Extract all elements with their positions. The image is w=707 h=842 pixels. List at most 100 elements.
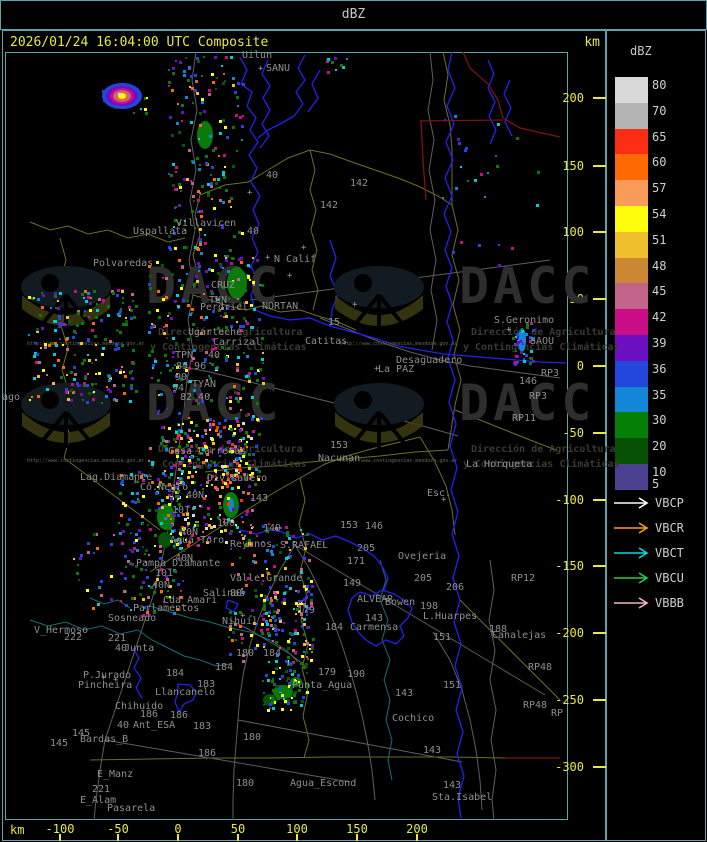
echo-pixel	[205, 446, 208, 449]
echo-pixel	[194, 489, 196, 491]
echo-pixel	[210, 526, 213, 529]
echo-pixel	[200, 484, 202, 486]
echo-pixel	[303, 598, 306, 601]
cross-marker-icon: +	[287, 271, 293, 281]
echo-pixel	[225, 56, 228, 59]
echo-pixel	[131, 492, 134, 495]
vector-arrow-icon	[614, 597, 649, 609]
echo-pixel	[248, 467, 251, 470]
echo-pixel	[301, 617, 303, 619]
echo-pixel	[112, 292, 115, 295]
echo-pixel	[164, 354, 167, 357]
echo-pixel	[188, 66, 191, 69]
echo-pixel	[232, 434, 235, 437]
boundary-line-olive	[192, 294, 357, 331]
echo-pixel	[278, 629, 280, 631]
echo-pixel	[242, 591, 245, 594]
echo-pixel	[165, 277, 168, 280]
echo-pixel	[33, 355, 36, 358]
echo-pixel	[292, 661, 295, 664]
map-panel-border	[2, 30, 606, 841]
echo-pixel	[190, 75, 193, 78]
echo-pixel	[44, 343, 47, 346]
echo-pixel	[251, 326, 254, 329]
echo-pixel	[215, 88, 217, 90]
echo-pixel	[267, 679, 270, 682]
place-label: 221	[108, 633, 127, 644]
echo-pixel	[208, 268, 211, 271]
echo-pixel	[166, 337, 168, 339]
echo-pixel	[148, 311, 151, 314]
echo-pixel	[214, 147, 217, 150]
place-label: Punta_Agua	[292, 680, 353, 691]
place-label: 179	[297, 605, 316, 616]
echo-pixel	[306, 642, 309, 645]
echo-pixel	[225, 359, 228, 362]
echo-pixel	[109, 377, 112, 380]
echo-pixel	[291, 697, 293, 699]
echo-pixel	[124, 555, 127, 558]
echo-pixel	[137, 481, 139, 483]
echo-pixel	[214, 254, 217, 257]
echo-pixel	[293, 701, 296, 704]
echo-pixel	[149, 275, 152, 278]
echo-pixel	[210, 437, 213, 440]
colorbar-tick-label: 54	[652, 207, 667, 221]
echo-pixel	[184, 362, 187, 365]
echo-pixel	[194, 74, 197, 77]
echo-pixel	[115, 399, 118, 402]
echo-pixel	[236, 462, 239, 465]
echo-pixel	[177, 538, 180, 541]
place-label: RP12	[511, 573, 536, 584]
echo-pixel	[245, 513, 248, 516]
echo-pixel	[146, 611, 149, 614]
echo-pixel	[223, 518, 225, 520]
place-label: 221	[92, 784, 111, 795]
echo-pixel	[93, 552, 95, 554]
echo-pixel	[182, 549, 185, 552]
place-label: TUN	[209, 295, 228, 306]
echo-pixel	[310, 580, 313, 583]
echo-pixel	[172, 367, 174, 369]
echo-pixel	[530, 322, 533, 325]
echo-pixel	[37, 298, 40, 301]
echo-pixel	[256, 644, 259, 647]
echo-pixel	[121, 480, 124, 483]
echo-pixel	[175, 60, 177, 62]
echo-pixel	[130, 309, 133, 312]
echo-pixel	[220, 315, 222, 317]
echo-pixel	[310, 605, 313, 608]
echo-pixel	[133, 547, 136, 550]
echo-pixel	[187, 300, 189, 302]
echo-pixel	[221, 465, 224, 468]
echo-pixel	[182, 580, 184, 582]
echo-pixel	[217, 327, 220, 330]
echo-pixel	[287, 699, 290, 702]
place-label: Agua_Escond	[290, 778, 357, 789]
echo-pixel	[227, 347, 230, 350]
boundary-line-olive	[419, 436, 456, 536]
echo-pixel	[242, 537, 245, 540]
echo-pixel	[245, 301, 248, 304]
echo-pixel	[211, 484, 213, 486]
echo-pixel	[164, 474, 167, 477]
colorbar-tick-label: 80	[652, 78, 667, 92]
echo-pixel	[269, 602, 272, 605]
echo-pixel	[227, 478, 230, 481]
echo-pixel	[219, 435, 222, 438]
echo-pixel	[35, 342, 37, 344]
echo-pixel	[181, 284, 184, 287]
echo-pixel	[340, 64, 343, 67]
echo-pixel	[172, 72, 175, 75]
echo-pixel	[120, 369, 122, 371]
echo-pixel	[145, 569, 147, 571]
echo-pixel	[512, 337, 515, 340]
echo-pixel	[131, 377, 134, 380]
x-tick-label: -50	[107, 822, 129, 836]
echo-pixel	[292, 649, 295, 652]
echo-pixel	[95, 344, 97, 346]
place-label: Ovejeria	[398, 551, 447, 562]
echo-pixel	[237, 400, 240, 403]
echo-pixel	[532, 329, 535, 332]
echo-pixel	[227, 503, 230, 506]
